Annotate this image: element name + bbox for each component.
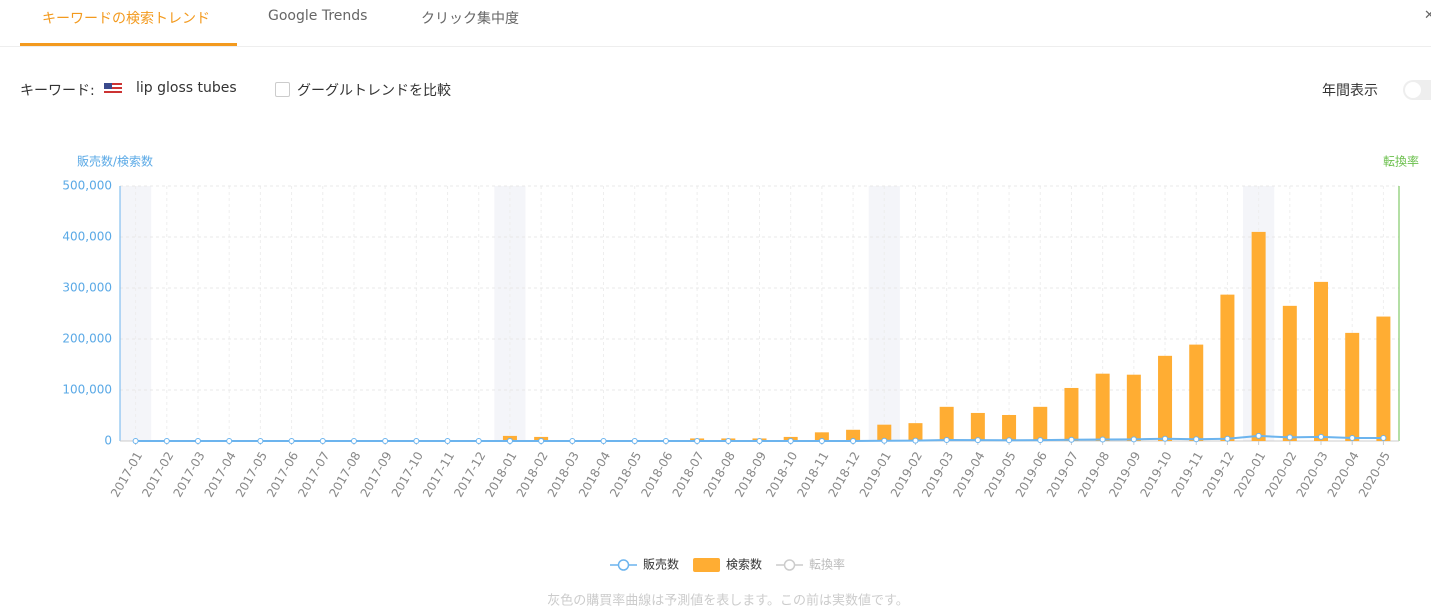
- bar: [1002, 414, 1017, 441]
- tab[interactable]: キーワードの検索トレンド: [42, 11, 210, 27]
- line-point: [662, 438, 669, 444]
- line-point: [382, 438, 389, 444]
- legend-swatch: [783, 559, 796, 571]
- bar: [908, 423, 923, 441]
- line-point: [1037, 437, 1044, 444]
- line-point: [1255, 432, 1262, 439]
- line-point: [226, 438, 233, 444]
- line-point: [912, 437, 919, 444]
- line-point: [943, 436, 950, 443]
- bar: [1376, 316, 1391, 441]
- legend-swatch: [693, 558, 721, 572]
- line-point: [600, 438, 607, 444]
- line-point: [725, 438, 732, 444]
- line-point: [756, 438, 763, 444]
- bar: [1345, 332, 1360, 441]
- line-point: [1286, 434, 1293, 441]
- line-point: [257, 438, 264, 444]
- y-tick-label: 200,000: [62, 332, 112, 346]
- bar: [1189, 344, 1204, 441]
- keyword: lip gloss tubes: [136, 80, 237, 96]
- y-tick-label: 100,000: [62, 383, 112, 397]
- line-point: [413, 438, 420, 444]
- line-point: [569, 438, 576, 444]
- y-axis-label: 販売数/検索数: [77, 154, 153, 169]
- bar: [1064, 387, 1079, 441]
- line-point: [538, 438, 545, 444]
- line-point: [319, 438, 326, 444]
- checkbox[interactable]: [275, 82, 290, 97]
- legend-swatch: [617, 559, 630, 571]
- bar: [1033, 406, 1048, 441]
- line-point: [1193, 436, 1200, 443]
- line-point: [881, 437, 888, 444]
- bar: [1251, 231, 1266, 441]
- bar: [1158, 355, 1173, 441]
- line-point: [132, 438, 139, 444]
- bar: [1095, 373, 1110, 441]
- line-point: [350, 438, 357, 444]
- line-point: [1380, 434, 1387, 441]
- line-point: [475, 438, 482, 444]
- toggle[interactable]: [1403, 80, 1431, 100]
- bar: [1126, 374, 1141, 441]
- line-point: [1349, 434, 1356, 441]
- bar: [970, 412, 985, 441]
- legend-item[interactable]: 検索数: [693, 557, 762, 573]
- flag-icon: [104, 83, 122, 95]
- line-point: [818, 438, 825, 444]
- line-point: [787, 438, 794, 444]
- y-tick-label: 500,000: [62, 179, 112, 193]
- note: 灰色の購買率曲線は予測値を表します。この前は実数値です。: [547, 593, 908, 607]
- line-point: [1006, 437, 1013, 444]
- line-point: [1068, 436, 1075, 443]
- y-tick-label: 300,000: [62, 281, 112, 295]
- line-point: [694, 438, 701, 444]
- y-tick-label: 400,000: [62, 230, 112, 244]
- line-point: [163, 438, 170, 444]
- keyword-label: キーワード:: [20, 83, 95, 99]
- line-point: [194, 438, 201, 444]
- tab[interactable]: クリック集中度: [421, 11, 519, 27]
- close-icon[interactable]: ✕: [1424, 8, 1431, 23]
- tab[interactable]: Google Trends: [268, 8, 368, 24]
- y2-axis-label: 転換率: [1383, 154, 1419, 169]
- compare-label: グーグルトレンドを比較: [297, 83, 451, 99]
- bar: [846, 429, 861, 441]
- line-point: [444, 438, 451, 444]
- line-point: [1130, 436, 1137, 443]
- bar: [1314, 281, 1329, 441]
- bar: [1220, 294, 1235, 441]
- legend-label: 検索数: [726, 557, 762, 572]
- bar: [939, 406, 954, 441]
- line-point: [1224, 435, 1231, 442]
- bar: [814, 432, 829, 441]
- line-point: [506, 438, 513, 444]
- line-point: [1099, 436, 1106, 443]
- bar: [877, 424, 892, 441]
- line-point: [631, 438, 638, 444]
- line-point: [974, 437, 981, 444]
- yearly-label: 年間表示: [1322, 83, 1378, 99]
- active-tab-indicator: [20, 43, 237, 46]
- legend-item[interactable]: 転換率: [776, 557, 845, 572]
- bar: [1282, 305, 1297, 441]
- legend-item[interactable]: 販売数: [610, 557, 679, 572]
- legend-label: 販売数: [643, 557, 679, 572]
- line-point: [850, 438, 857, 444]
- legend-label: 転換率: [809, 557, 845, 572]
- line-point: [288, 438, 295, 444]
- tab-divider: [0, 46, 1431, 47]
- y-tick-label: 0: [104, 434, 112, 448]
- line-point: [1162, 435, 1169, 442]
- line-point: [1318, 433, 1325, 440]
